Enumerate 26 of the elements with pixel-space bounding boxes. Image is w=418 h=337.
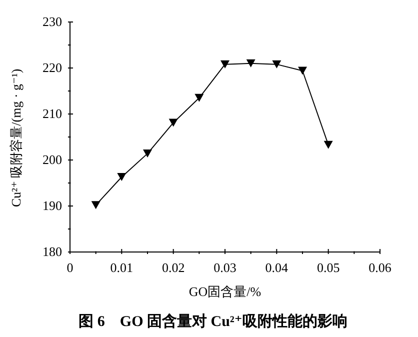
x-tick-label: 0.01 xyxy=(110,260,134,275)
x-tick-label: 0.06 xyxy=(368,260,392,275)
text: 图 6 GO 固含量对 Cu²⁺吸附性能的影响 xyxy=(78,312,348,331)
point xyxy=(194,94,204,102)
point xyxy=(272,60,282,68)
x-tick-label: 0.02 xyxy=(162,260,185,275)
y-axis-title: Cu²⁺ 吸附容量/(mg · g⁻¹) xyxy=(8,68,24,207)
x-tick-label: 0.04 xyxy=(265,260,289,275)
point xyxy=(91,201,100,210)
y-tick-label: 210 xyxy=(42,106,62,121)
point xyxy=(168,118,178,127)
x-tick-label: 0.05 xyxy=(316,260,340,275)
x-axis-title: GO固含量/% xyxy=(188,284,262,299)
point xyxy=(298,66,307,75)
point xyxy=(246,59,256,68)
point xyxy=(220,60,230,68)
x-tick-label: 0.03 xyxy=(214,260,236,275)
y-tick-label: 190 xyxy=(42,198,62,213)
point xyxy=(143,150,152,158)
y-tick-label: 200 xyxy=(42,152,62,167)
point xyxy=(324,140,333,149)
x-tick-label: 0 xyxy=(66,260,74,275)
point xyxy=(117,173,126,182)
y-tick-label: 180 xyxy=(42,244,62,259)
y-tick-label: 230 xyxy=(42,14,62,29)
y-tick-label: 220 xyxy=(42,60,62,75)
